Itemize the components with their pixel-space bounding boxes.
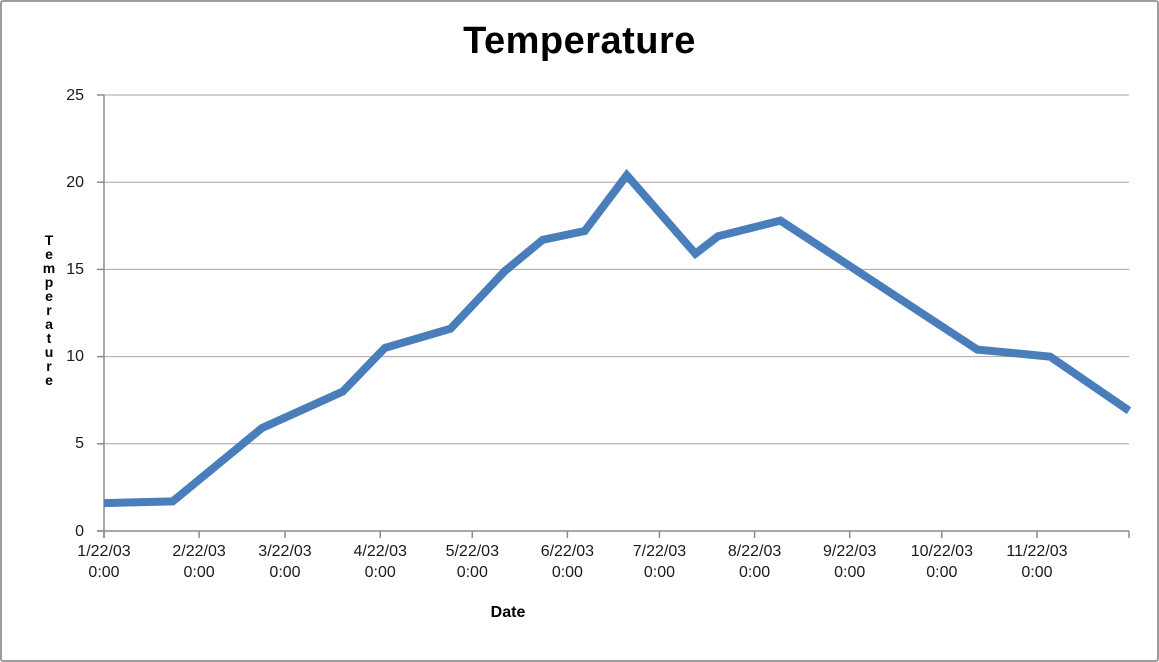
x-tick-label: 4/22/03 0:00 [353, 543, 407, 581]
y-tick-label: 10 [66, 348, 84, 366]
x-tick-label: 11/22/03 0:00 [1006, 543, 1068, 581]
y-axis-title-letter: r [46, 358, 52, 374]
x-tick-label: 9/22/03 0:00 [822, 543, 877, 581]
y-tick-label: 0 [75, 522, 84, 540]
y-axis-title-letter: a [45, 316, 53, 332]
y-axis-title-letter: t [46, 330, 52, 346]
y-axis-title-letter: e [45, 372, 53, 388]
x-tick-label: 5/22/03 0:00 [445, 543, 499, 581]
y-tick-label: 20 [66, 173, 84, 191]
y-axis-title-letter: u [44, 344, 54, 360]
x-tick-label: 1/22/03 0:00 [77, 543, 131, 581]
chart-title: Temperature [463, 20, 696, 62]
x-tick-label: 8/22/03 0:00 [727, 543, 782, 581]
x-tick-label: 6/22/03 0:00 [540, 543, 595, 581]
y-tick-label: 5 [75, 435, 84, 453]
temperature-line-series [103, 168, 1132, 508]
x-tick-label: 10/22/03 0:00 [910, 543, 973, 581]
y-axis-title-letter: m [42, 260, 56, 276]
x-axis-title: Date [490, 604, 526, 621]
x-tick-label: 7/22/03 0:00 [632, 543, 687, 581]
y-tick-label: 15 [66, 260, 84, 278]
y-axis-title-letter: T [44, 232, 54, 248]
y-tick-label: 25 [66, 86, 84, 104]
x-tick-label: 3/22/03 0:00 [258, 543, 312, 581]
y-axis-title-letter: r [46, 302, 52, 318]
y-axis-title-letter: e [45, 246, 53, 262]
x-tick-label: 2/22/03 0:00 [172, 543, 226, 581]
y-axis-title-letter: p [44, 274, 54, 290]
y-axis-title-letter: e [45, 288, 53, 304]
